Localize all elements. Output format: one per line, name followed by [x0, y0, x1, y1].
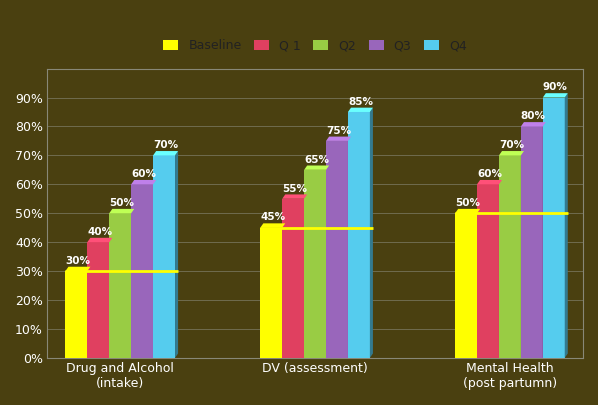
Polygon shape — [521, 126, 543, 358]
Polygon shape — [477, 184, 499, 358]
Text: 60%: 60% — [131, 169, 156, 179]
Text: 60%: 60% — [477, 169, 502, 179]
Polygon shape — [348, 108, 373, 112]
Legend: Baseline, Q 1, Q2, Q3, Q4: Baseline, Q 1, Q2, Q3, Q4 — [158, 34, 472, 58]
Polygon shape — [326, 136, 351, 141]
Polygon shape — [109, 238, 112, 358]
Polygon shape — [477, 180, 502, 184]
Polygon shape — [109, 213, 131, 358]
Text: 45%: 45% — [260, 213, 285, 222]
Polygon shape — [348, 136, 351, 358]
Polygon shape — [543, 98, 565, 358]
Polygon shape — [543, 93, 568, 98]
Polygon shape — [65, 271, 87, 358]
Polygon shape — [455, 213, 477, 358]
Text: 30%: 30% — [65, 256, 90, 266]
Text: 65%: 65% — [304, 155, 329, 164]
Polygon shape — [153, 151, 178, 156]
Polygon shape — [455, 209, 480, 213]
Polygon shape — [326, 141, 348, 358]
Polygon shape — [153, 180, 156, 358]
Text: 55%: 55% — [282, 183, 307, 194]
Polygon shape — [521, 122, 546, 126]
Polygon shape — [477, 209, 480, 358]
Polygon shape — [304, 194, 307, 358]
Polygon shape — [282, 199, 304, 358]
Polygon shape — [87, 267, 90, 358]
Text: 75%: 75% — [326, 126, 351, 136]
Polygon shape — [87, 238, 112, 242]
Polygon shape — [175, 151, 178, 358]
Text: 85%: 85% — [348, 97, 373, 107]
Polygon shape — [304, 170, 326, 358]
Polygon shape — [282, 194, 307, 199]
Text: 40%: 40% — [87, 227, 112, 237]
Polygon shape — [260, 223, 285, 228]
Polygon shape — [131, 184, 153, 358]
Polygon shape — [326, 166, 329, 358]
Polygon shape — [499, 156, 521, 358]
Polygon shape — [499, 180, 502, 358]
Text: 50%: 50% — [455, 198, 480, 208]
Polygon shape — [543, 122, 546, 358]
Polygon shape — [499, 151, 524, 156]
Polygon shape — [348, 112, 370, 358]
Polygon shape — [153, 156, 175, 358]
Text: 50%: 50% — [109, 198, 135, 208]
Polygon shape — [131, 180, 156, 184]
Polygon shape — [565, 93, 568, 358]
Polygon shape — [282, 223, 285, 358]
Polygon shape — [87, 242, 109, 358]
Text: 90%: 90% — [543, 82, 568, 92]
Polygon shape — [260, 228, 282, 358]
Polygon shape — [304, 166, 329, 170]
Polygon shape — [65, 267, 90, 271]
Polygon shape — [370, 108, 373, 358]
Text: 70%: 70% — [153, 140, 178, 150]
Polygon shape — [131, 209, 134, 358]
Text: 70%: 70% — [499, 140, 524, 150]
Polygon shape — [109, 209, 134, 213]
Text: 80%: 80% — [521, 111, 546, 121]
Polygon shape — [521, 151, 524, 358]
